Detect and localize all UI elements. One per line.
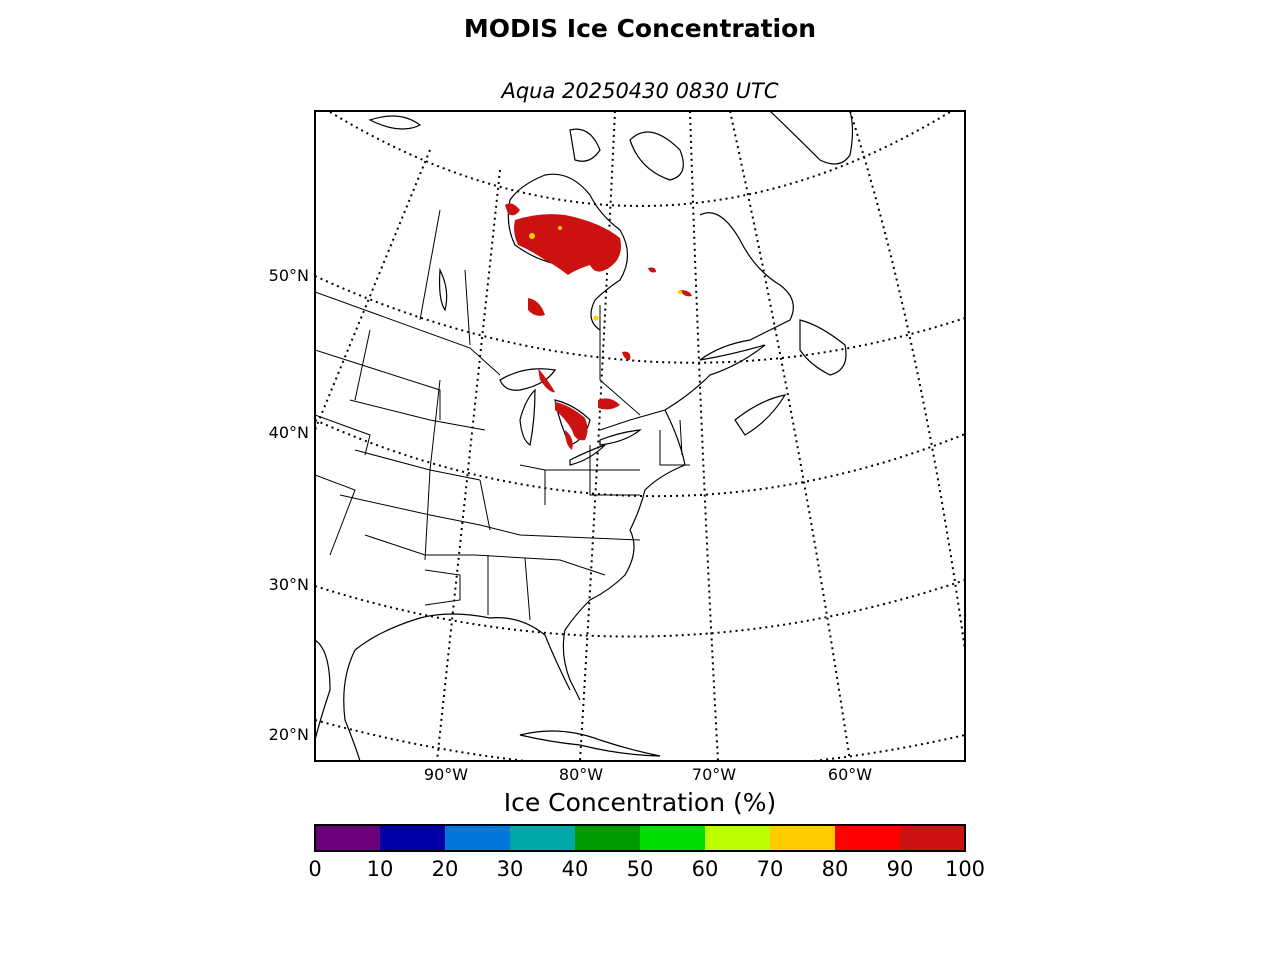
meridian-90w	[436, 169, 501, 761]
meridian-80w	[579, 111, 616, 761]
colorbar-segment-4	[575, 825, 641, 851]
colorbar-segment-7	[770, 825, 836, 851]
colorbar-tick-label: 70	[757, 857, 784, 881]
ice-patch-2	[598, 398, 620, 410]
meridians	[315, 111, 965, 761]
colorbar-segment-9	[900, 825, 966, 851]
latitude-labels: 50°N 40°N 30°N 20°N	[269, 266, 309, 744]
colorbar-tick-label: 10	[367, 857, 394, 881]
parallel-50n	[315, 275, 965, 364]
political-boundaries	[315, 209, 690, 621]
colorbar-tick-label: 60	[692, 857, 719, 881]
parallel-40n	[315, 419, 965, 498]
lat-label-50n: 50°N	[269, 266, 309, 285]
colorbar-title: Ice Concentration (%)	[504, 788, 777, 817]
colorbar-tick-label: 80	[822, 857, 849, 881]
colorbar-segment-1	[380, 825, 446, 851]
lon-label-60w: 60°W	[828, 765, 872, 784]
parallel-30n	[315, 579, 965, 638]
ice-patches-low	[529, 226, 682, 321]
meridian-60w	[729, 111, 851, 761]
figure-subtitle: Aqua 20250430 0830 UTC	[501, 79, 779, 103]
ice-georgian-bay	[555, 402, 588, 441]
colorbar-tick-label: 90	[887, 857, 914, 881]
colorbar-tick-label: 30	[497, 857, 524, 881]
ice-hudson-bay-edge	[505, 203, 520, 216]
colorbar-ticks: 0 10 20 30 40 50 60 70 80 90 100	[308, 857, 985, 881]
lon-label-70w: 70°W	[692, 765, 736, 784]
colorbar-segment-2	[445, 825, 511, 851]
ice-patch-3	[622, 351, 631, 360]
colorbar-segments	[315, 825, 966, 851]
ice-patch-1	[528, 298, 545, 316]
ice-lake-superior	[538, 368, 555, 393]
lon-label-90w: 90°W	[424, 765, 468, 784]
colorbar-tick-label: 50	[627, 857, 654, 881]
figure-title: MODIS Ice Concentration	[463, 14, 817, 43]
map-frame	[314, 110, 966, 762]
ice-lake-huron-west	[565, 430, 573, 450]
ice-patch-5	[648, 267, 656, 273]
ice-james-bay	[514, 214, 621, 275]
lon-label-80w: 80°W	[559, 765, 603, 784]
colorbar-tick-label: 40	[562, 857, 589, 881]
colorbar-segment-8	[835, 825, 901, 851]
colorbar-segment-3	[510, 825, 576, 851]
meridian-70w	[689, 111, 719, 761]
colorbar-tick-label: 100	[945, 857, 985, 881]
longitude-labels: 90°W 80°W 70°W 60°W	[424, 765, 872, 784]
map-area	[315, 111, 965, 761]
colorbar-segment-0	[315, 825, 381, 851]
ice-patch-4	[680, 290, 692, 297]
colorbar-tick-label: 20	[432, 857, 459, 881]
meridian-100w	[315, 149, 431, 431]
lat-label-40n: 40°N	[269, 423, 309, 442]
ice-patches	[505, 203, 692, 450]
lat-label-20n: 20°N	[269, 725, 309, 744]
meridian-50w	[849, 111, 965, 651]
colorbar-segment-6	[705, 825, 771, 851]
colorbar-frame	[314, 824, 966, 852]
lat-label-30n: 30°N	[269, 575, 309, 594]
colorbar-segment-5	[640, 825, 706, 851]
parallels	[315, 111, 965, 761]
colorbar-tick-label: 0	[308, 857, 321, 881]
